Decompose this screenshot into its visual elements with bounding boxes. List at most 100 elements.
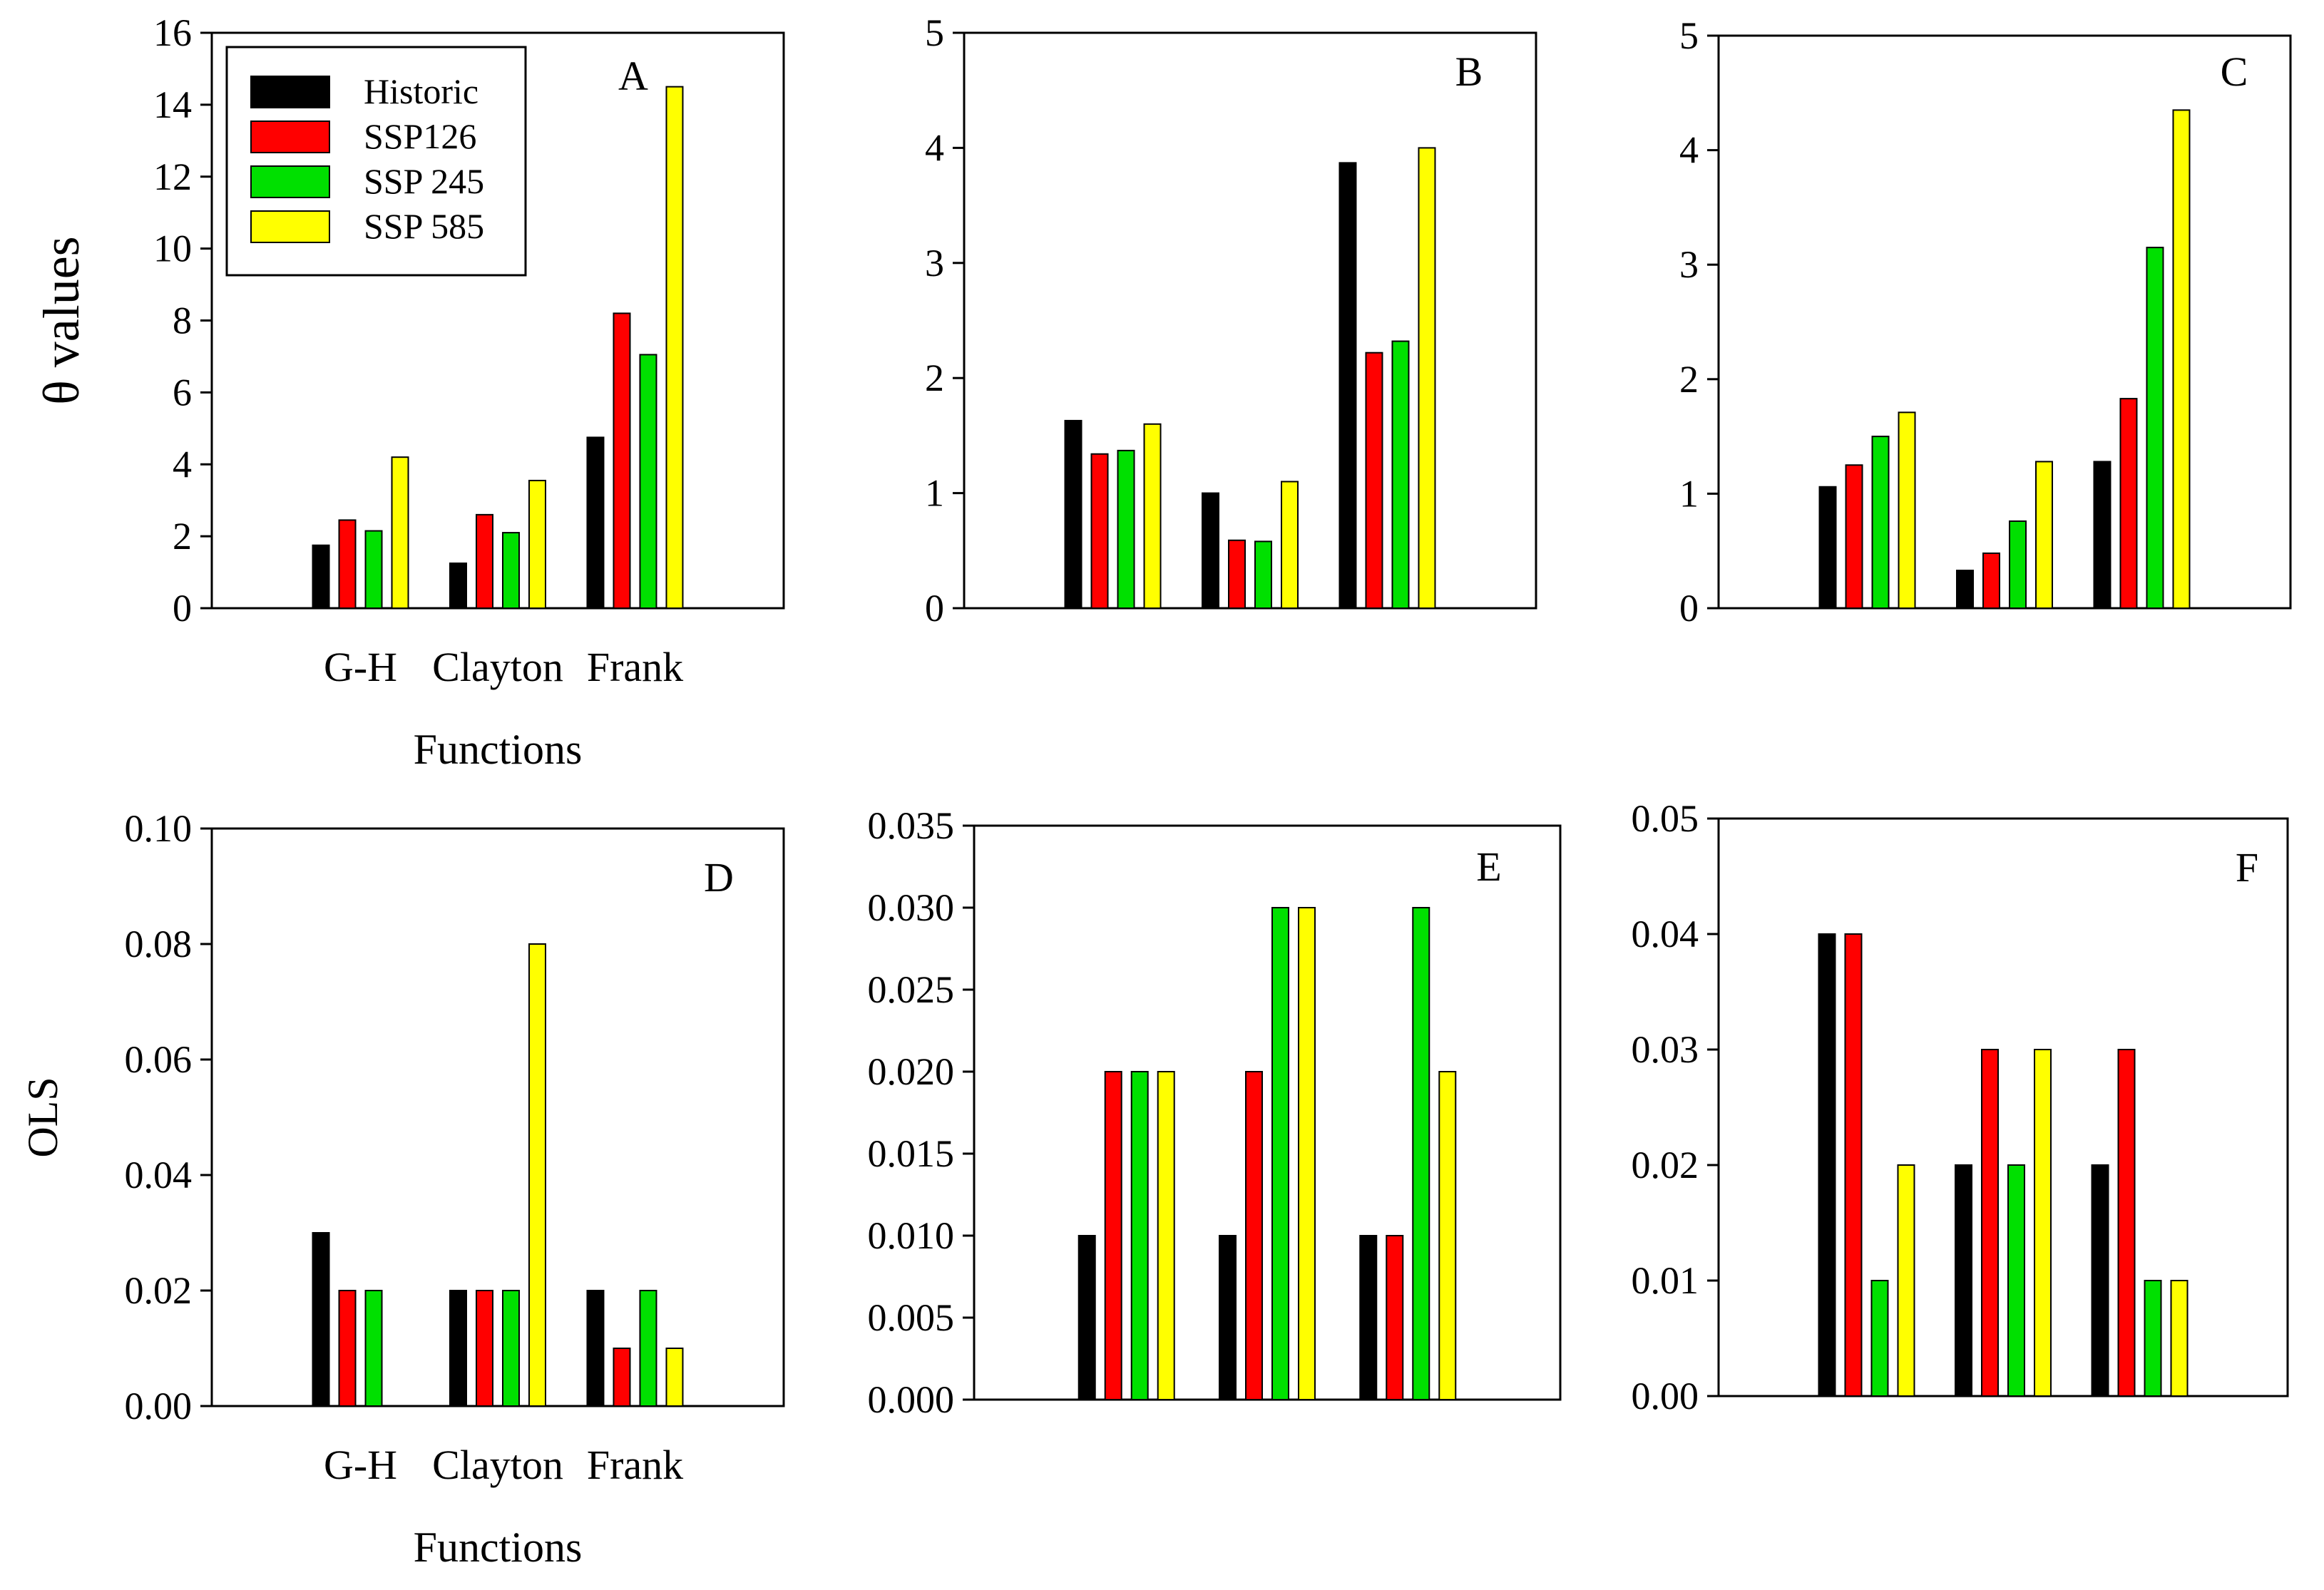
x-category-label: Clayton [432, 1442, 563, 1488]
bar-ssp585-frank [1438, 1071, 1457, 1400]
y-tick-label: 12 [153, 155, 192, 198]
y-tick-label: 0 [925, 587, 944, 630]
chart-panel-d: 0.00 0.02 0.04 0.06 0.08 0.10 G-H Clayton FrankF… [19, 807, 785, 1571]
y-tick-label: 0.02 [1632, 1144, 1699, 1186]
y-tick-label: 0.10 [125, 807, 193, 850]
bar-ssp126-g-h [1844, 933, 1863, 1397]
bar-historic-clayton [1955, 1164, 1972, 1397]
y-tick-label: 14 [153, 83, 192, 126]
bar-ssp126-clayton [1981, 1049, 1999, 1397]
bar-ssp585-g-h [1143, 423, 1162, 609]
legend-label: SSP126 [364, 116, 476, 156]
bar-ssp126-clayton [476, 513, 493, 609]
y-tick-label: 4 [925, 126, 944, 169]
plot-frame [210, 827, 785, 1407]
bar-ssp245-frank [2146, 247, 2164, 609]
bar-historic-clayton [1202, 492, 1219, 609]
bar-ssp245-frank [639, 1290, 657, 1407]
chart-panel-c: 0 1 2 3 4 5 C [1679, 14, 2292, 630]
bar-ssp245-frank [639, 354, 657, 609]
plot-frame [1717, 817, 2289, 1397]
panel-label: F [2236, 844, 2258, 891]
bar-ssp245-frank [1412, 907, 1430, 1400]
bar-ssp585-clayton [2034, 1049, 2052, 1397]
plot-frame [1717, 34, 2292, 610]
y-tick-label: 0.015 [868, 1132, 955, 1175]
x-category-label: G-H [324, 644, 397, 690]
bar-historic-g-h [1064, 419, 1082, 610]
bar-historic-clayton [1219, 1235, 1237, 1400]
bar-ssp126-frank [2117, 1049, 2136, 1397]
bar-ssp126-g-h [1104, 1071, 1122, 1400]
bar-ssp126-frank [613, 1348, 631, 1407]
bar-ssp585-g-h [391, 456, 409, 609]
y-tick-label: 0.04 [125, 1154, 193, 1196]
y-tick-label: 0.02 [125, 1269, 193, 1312]
x-category-label: Frank [587, 644, 683, 690]
y-tick-label: 4 [173, 443, 192, 486]
bar-historic-frank [2091, 1164, 2109, 1397]
y-axis-title: θ values [33, 236, 90, 404]
bar-historic-frank [586, 1290, 605, 1407]
y-tick-label: 1 [925, 472, 944, 515]
chart-panel-e: 0.000 0.005 0.010 0.015 0.020 0.025 0.030 0.035… [868, 804, 1562, 1421]
legend-swatch-1 [250, 76, 330, 108]
bar-historic-frank [1359, 1235, 1378, 1400]
bar-ssp585-g-h [1897, 1164, 1915, 1397]
y-tick-label: 0 [1679, 587, 1699, 630]
bar-ssp585-frank [1418, 147, 1436, 609]
y-tick-label: 0.035 [868, 804, 955, 847]
bar-ssp126-clayton [1982, 552, 2000, 609]
bar-ssp245-g-h [1130, 1071, 1149, 1400]
legend-label: Historic [364, 71, 478, 111]
bar-ssp585-g-h [1898, 411, 1916, 610]
bar-ssp245-g-h [1870, 1280, 1889, 1397]
bar-historic-clayton [449, 1290, 467, 1407]
y-tick-label: 5 [925, 11, 944, 54]
bar-ssp245-g-h [364, 1290, 383, 1407]
plot-frame [963, 31, 1537, 610]
y-tick-label: 0.05 [1632, 797, 1699, 840]
bar-ssp245-frank [2144, 1280, 2162, 1397]
y-tick-label: 0.00 [1632, 1375, 1699, 1417]
bar-ssp126-clayton [1228, 539, 1246, 609]
y-tick-label: 0.08 [125, 923, 193, 965]
y-tick-label: 0.005 [868, 1296, 955, 1339]
x-axis-title: Functions [414, 1524, 583, 1571]
bar-ssp585-frank [665, 86, 684, 609]
panel-label: C [2221, 48, 2248, 95]
chart-panel-f: 0.00 0.01 0.02 0.03 0.04 0.05 F [1632, 797, 2289, 1417]
plot-frame [973, 824, 1562, 1401]
y-tick-label: 16 [153, 11, 192, 54]
legend-swatch-4 [250, 210, 330, 243]
bar-ssp126-g-h [338, 519, 357, 609]
bar-historic-frank [2093, 461, 2111, 609]
bar-historic-g-h [312, 544, 330, 609]
bar-historic-g-h [312, 1232, 330, 1407]
bar-ssp126-clayton [1245, 1071, 1263, 1400]
y-tick-label: 0.025 [868, 968, 955, 1011]
y-tick-label: 2 [173, 515, 192, 558]
bar-ssp245-clayton [2009, 520, 2027, 609]
y-tick-label: 3 [1679, 243, 1699, 286]
y-tick-label: 4 [1679, 129, 1699, 172]
legend-label: SSP 245 [364, 161, 484, 201]
legend-label: SSP 585 [364, 206, 484, 246]
bar-ssp245-g-h [1117, 449, 1135, 610]
bar-historic-g-h [1818, 933, 1836, 1397]
y-tick-label: 8 [173, 299, 192, 342]
bar-ssp585-clayton [1298, 907, 1316, 1400]
y-tick-label: 3 [925, 242, 944, 284]
bar-ssp126-g-h [1090, 453, 1109, 609]
legend-swatch-2 [250, 120, 330, 153]
bar-ssp126-g-h [1845, 464, 1863, 609]
panel-label: A [618, 53, 648, 99]
bar-ssp585-clayton [1281, 481, 1299, 610]
bar-ssp585-frank [665, 1348, 684, 1407]
bar-ssp126-frank [1386, 1235, 1404, 1400]
y-tick-label: 0.020 [868, 1050, 955, 1093]
y-tick-label: 0 [173, 587, 192, 630]
bar-ssp585-g-h [1157, 1071, 1175, 1400]
